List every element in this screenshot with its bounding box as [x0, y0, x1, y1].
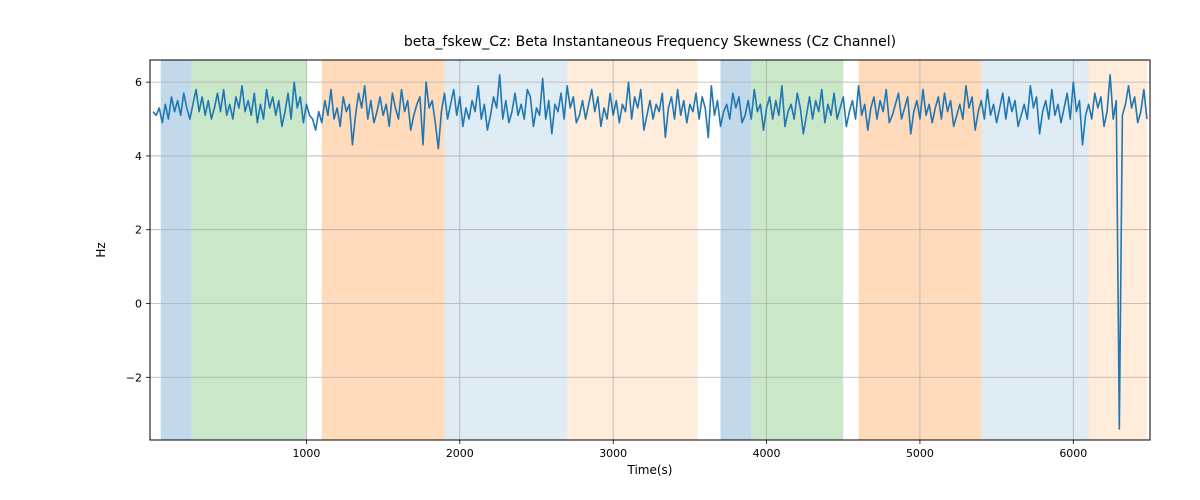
region-2 [322, 60, 445, 440]
chart-title: beta_fskew_Cz: Beta Instantaneous Freque… [404, 34, 896, 50]
xtick-label: 5000 [906, 447, 934, 460]
region-3 [444, 60, 567, 440]
xlabel: Time(s) [627, 463, 673, 477]
xtick-label: 6000 [1059, 447, 1087, 460]
ytick-label: 2 [135, 224, 142, 237]
xtick-label: 4000 [753, 447, 781, 460]
chart-container: 1000 2000 3000 4000 5000 6000 −2 0 2 4 6 Time(s) Hz b… [0, 0, 1200, 500]
ytick-label: −2 [126, 371, 142, 384]
ylabel: Hz [94, 242, 108, 257]
ytick-label: 6 [135, 76, 142, 89]
region-1 [191, 60, 306, 440]
xtick-label: 1000 [292, 447, 320, 460]
ytick-label: 0 [135, 297, 142, 310]
xtick-label: 2000 [446, 447, 474, 460]
xtick-label: 3000 [599, 447, 627, 460]
region-0 [161, 60, 192, 440]
ytick-label: 4 [135, 150, 142, 163]
region-5 [721, 60, 752, 440]
chart-svg: 1000 2000 3000 4000 5000 6000 −2 0 2 4 6 Time(s) Hz b… [0, 0, 1200, 500]
